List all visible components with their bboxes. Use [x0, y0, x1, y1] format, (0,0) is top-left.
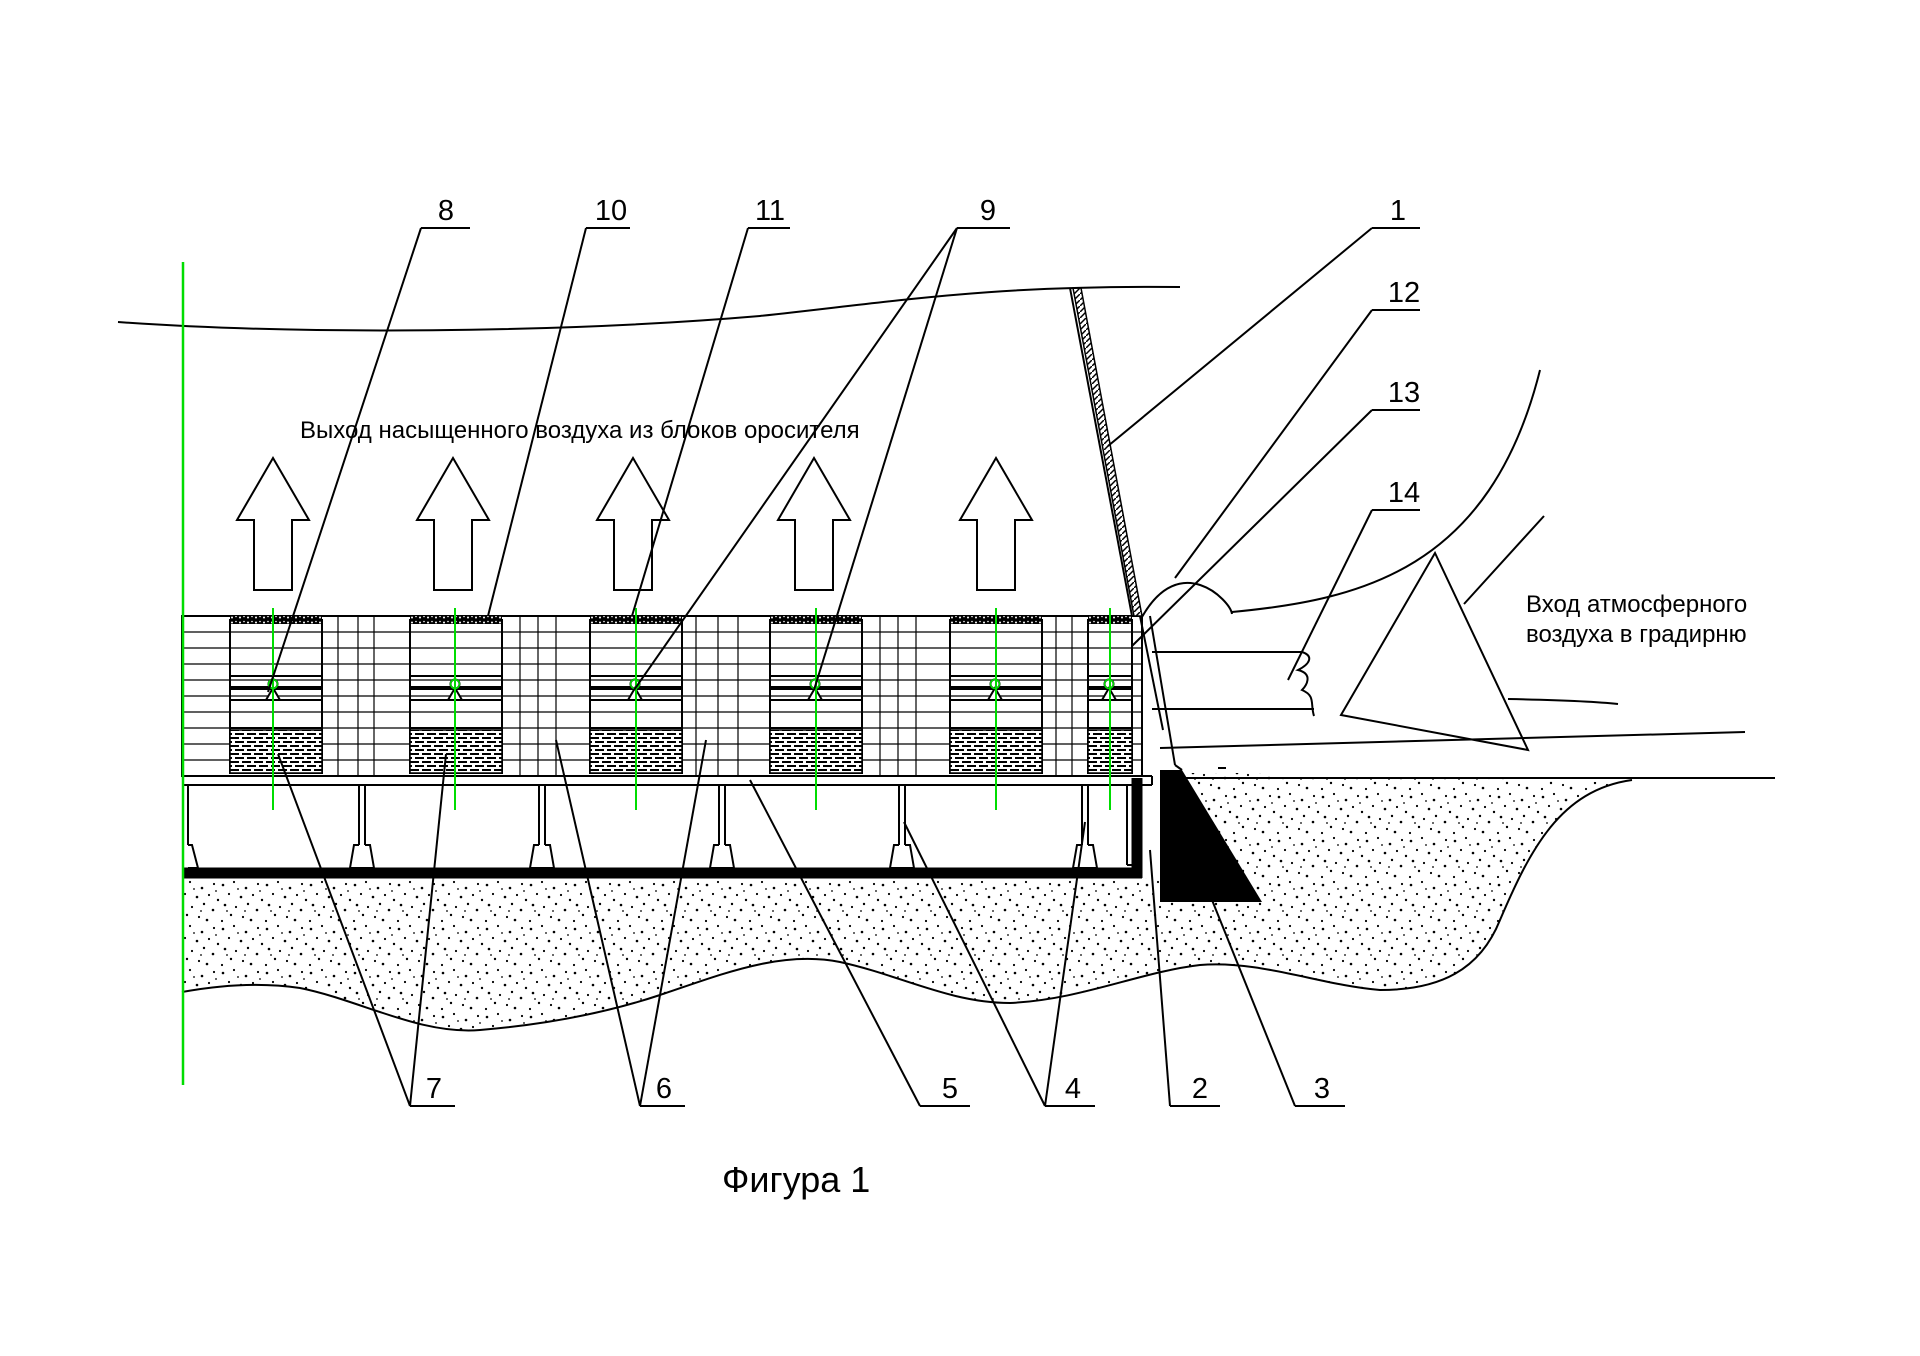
callout-4: 4 [1065, 1073, 1081, 1105]
callout-9: 9 [980, 195, 996, 227]
exhaust-arrows [235, 456, 1034, 591]
leader-lines [267, 227, 1420, 1107]
air-in-label-line2: воздуха в градирню [1526, 621, 1747, 648]
callout-6: 6 [656, 1073, 672, 1105]
callout-14: 14 [1388, 477, 1420, 509]
air-intake-lines [1141, 369, 1746, 769]
callout-11: 11 [755, 195, 785, 227]
callout-13: 13 [1388, 377, 1420, 409]
air-out-label: Выход насыщенного воздуха из блоков орос… [300, 417, 860, 444]
up-arrow-icon [235, 456, 311, 591]
air-inlet-arrow [1339, 515, 1619, 752]
up-arrow-icon [776, 456, 852, 591]
callout-12: 12 [1388, 277, 1420, 309]
callout-7: 7 [426, 1073, 442, 1105]
axis-lines [181, 262, 1115, 1085]
callout-8: 8 [438, 195, 454, 227]
up-arrow-icon [415, 456, 491, 591]
foundation-wedge [1160, 770, 1262, 902]
tower-shell [1069, 287, 1183, 771]
callout-1: 1 [1390, 195, 1406, 227]
up-arrow-icon [958, 456, 1034, 591]
support-posts [187, 785, 1099, 869]
up-arrow-icon [595, 456, 671, 591]
water-basin [182, 775, 1153, 879]
figure-caption: Фигура 1 [722, 1159, 870, 1200]
callout-2: 2 [1192, 1073, 1208, 1105]
air-in-label-line1: Вход атмосферного [1526, 591, 1747, 618]
callout-5: 5 [942, 1073, 958, 1105]
ground [181, 773, 1775, 1032]
callout-10: 10 [595, 195, 627, 227]
callout-3: 3 [1314, 1073, 1330, 1105]
top-contour [117, 285, 1181, 332]
